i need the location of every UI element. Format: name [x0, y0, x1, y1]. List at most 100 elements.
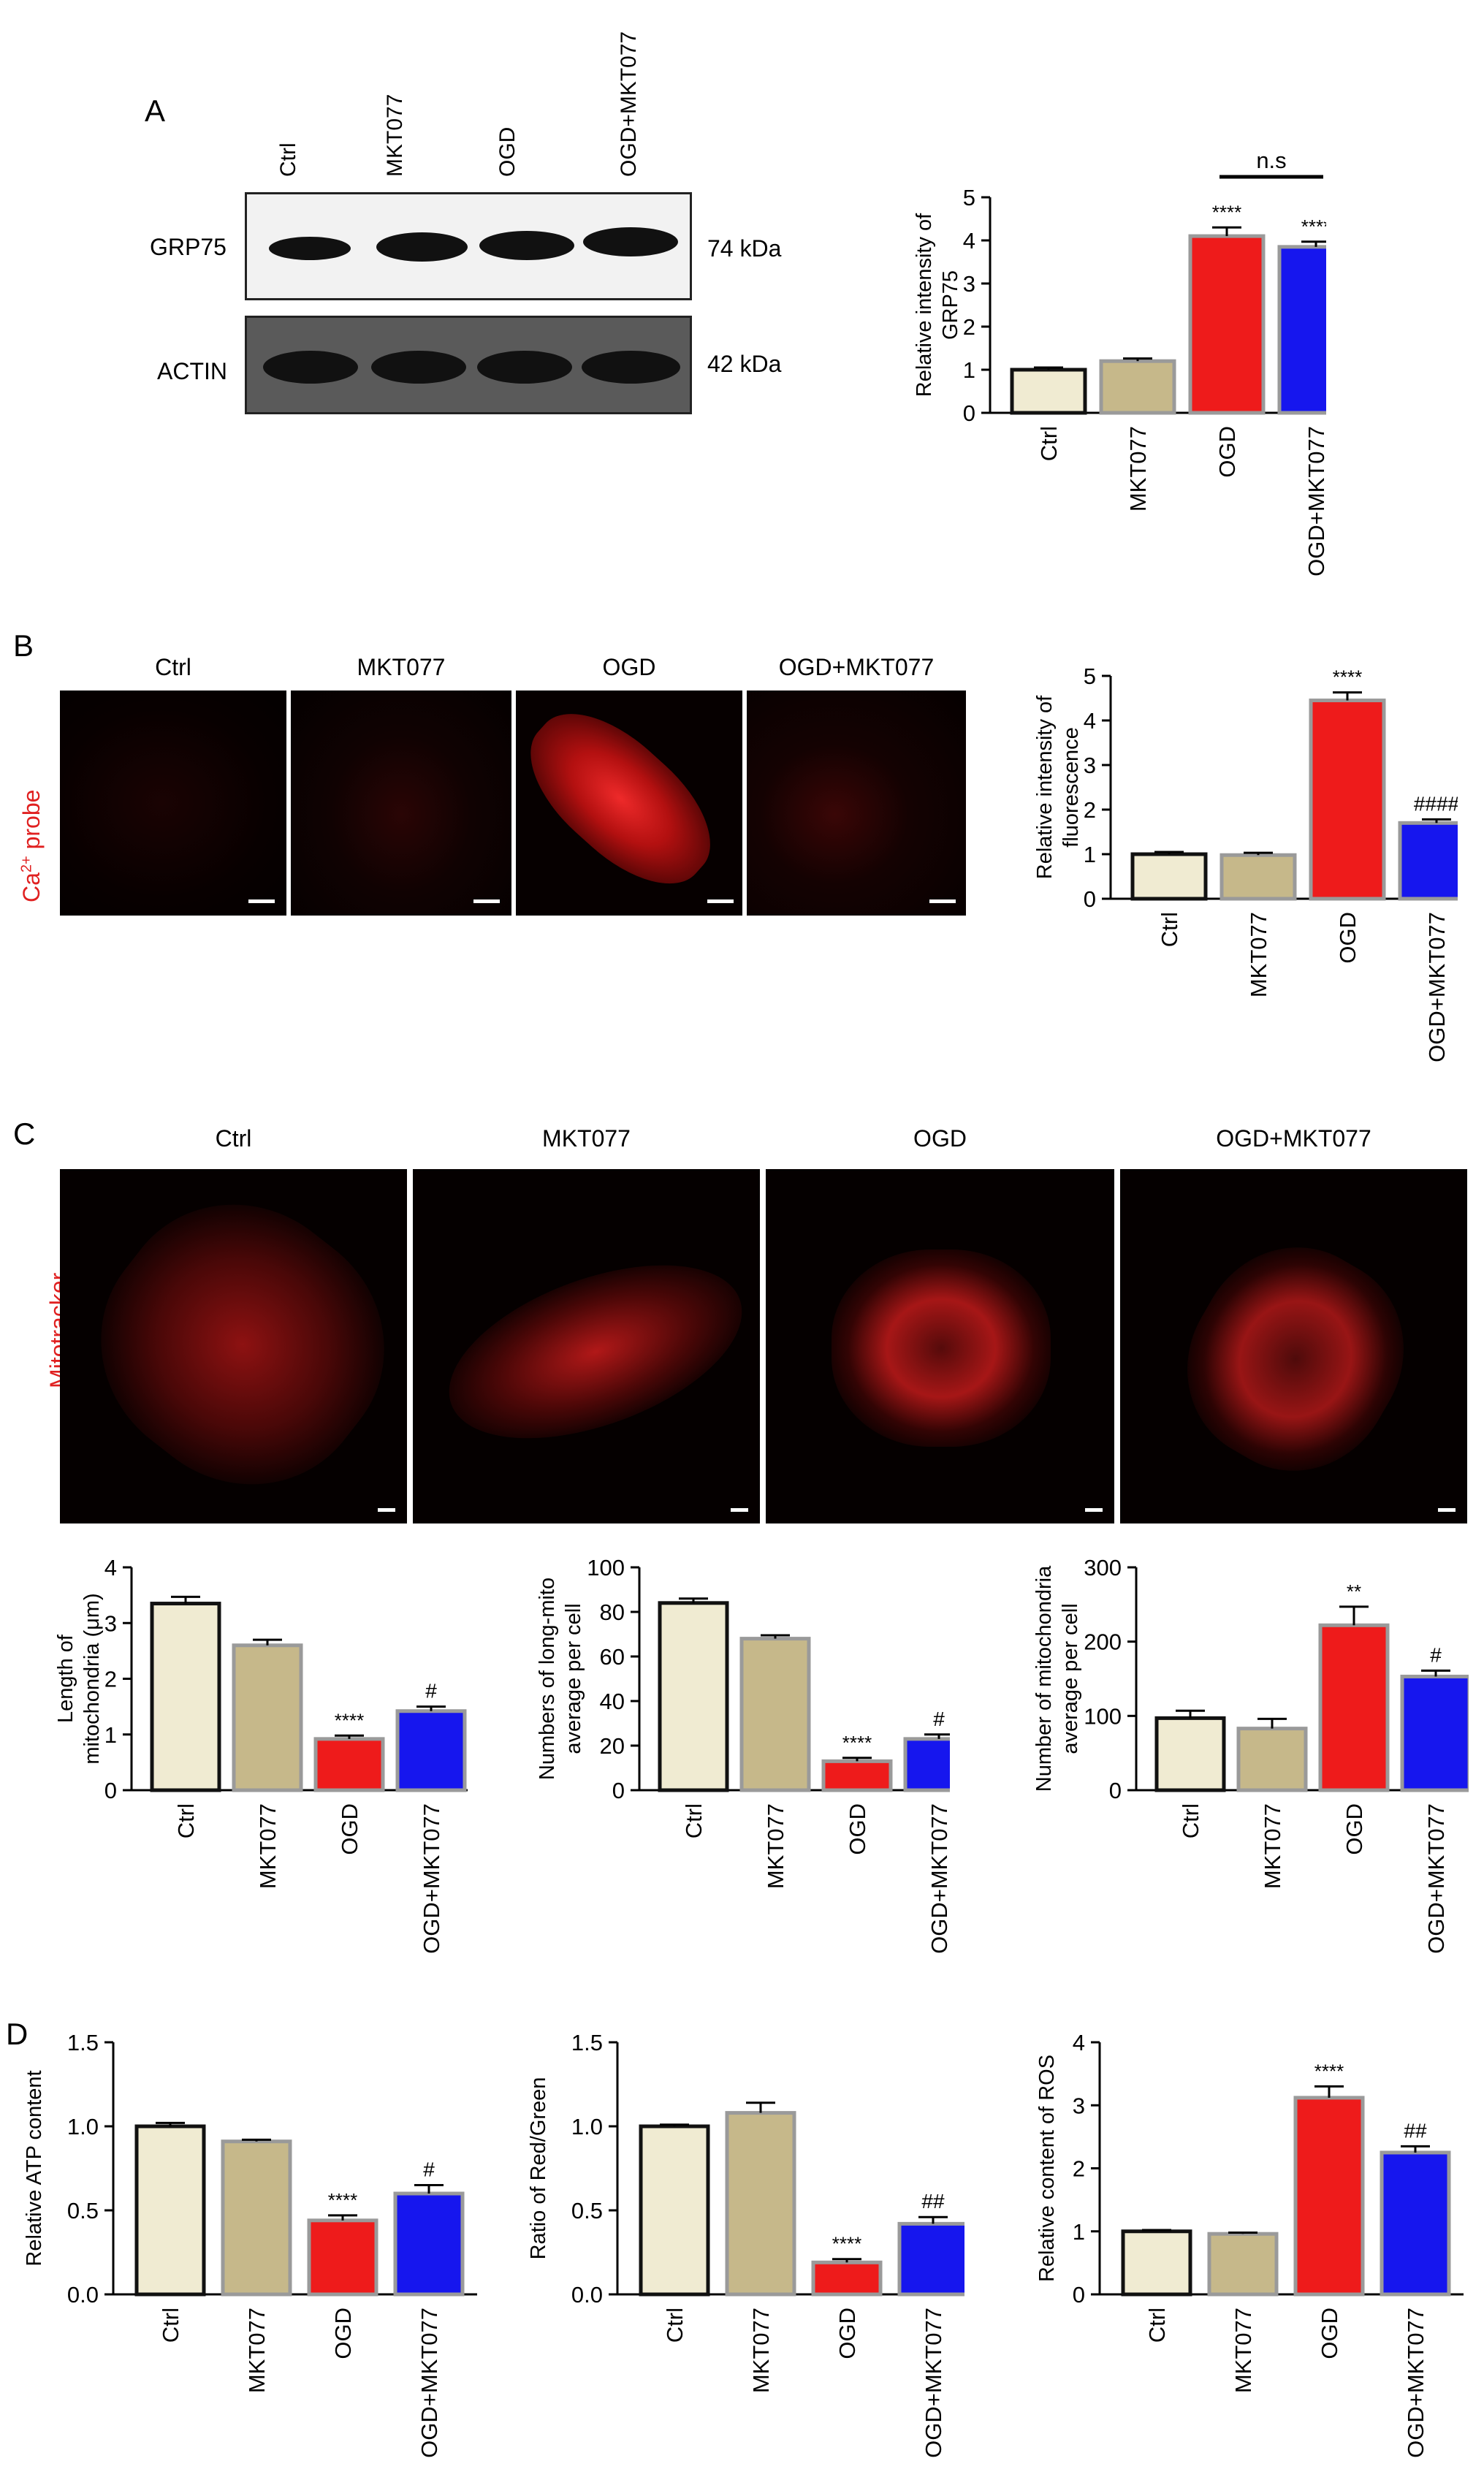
x-tick-label: Ctrl	[173, 1803, 199, 1838]
chart-ca-fluorescence: 0 1 2 3 4 5 Relative intensity of fluorescence C…	[1033, 663, 1458, 1062]
lane-label: OGD	[495, 126, 520, 177]
bar	[1380, 2150, 1451, 2297]
column-title: OGD	[602, 654, 656, 680]
y-tick-label: 3	[1084, 753, 1096, 778]
y-tick-label: 1.5	[571, 2030, 603, 2055]
y-axis-label: Relative intensity of	[1033, 695, 1057, 879]
y-tick-label: 1	[963, 357, 975, 383]
blot-band	[371, 351, 466, 384]
y-axis-label: average per cell	[562, 1603, 585, 1754]
scale-bar	[1438, 1508, 1456, 1512]
probe-side-label: Ca2+ probe	[18, 790, 45, 902]
ca-image-mkt077	[291, 691, 511, 916]
x-tick-label: OGD+MKT077	[1403, 2308, 1428, 2458]
kda-label: 74 kDa	[707, 235, 782, 262]
x-tick-label: Ctrl	[158, 2308, 183, 2343]
x-tick-label: MKT077	[748, 2308, 774, 2393]
y-tick-label: 0	[1073, 2282, 1085, 2308]
y-tick-label: 0.0	[571, 2282, 603, 2308]
y-axis-label: Ratio of Red/Green	[527, 2077, 550, 2260]
x-tick-label: OGD+MKT077	[419, 1803, 444, 1954]
bar	[658, 1601, 729, 1792]
significance-label: #	[933, 1708, 945, 1730]
probe-word: probe	[18, 789, 45, 850]
bar	[725, 2111, 796, 2297]
scale-bar	[1085, 1508, 1103, 1512]
cell-body	[60, 1169, 407, 1523]
y-tick-label: 1.0	[67, 2114, 99, 2139]
blot-label-actin: ACTIN	[157, 358, 227, 384]
x-tick-label: OGD	[845, 1803, 870, 1855]
mito-image-ogd	[766, 1169, 1114, 1523]
y-tick-label: 0	[612, 1778, 625, 1803]
x-tick-label: MKT077	[763, 1803, 788, 1889]
y-tick-label: 2	[1084, 797, 1096, 823]
blot-band	[477, 351, 572, 384]
significance-label: ****	[1314, 2060, 1344, 2082]
y-tick-label: 200	[1084, 1629, 1122, 1655]
column-title: OGD+MKT077	[1216, 1125, 1371, 1152]
y-tick-label: 100	[1084, 1703, 1122, 1729]
significance-label: #	[425, 1680, 437, 1703]
significance-label: ****	[832, 2233, 861, 2255]
y-tick-label: 2	[963, 314, 975, 340]
western-blot-grp75	[245, 192, 692, 300]
y-tick-label: 80	[600, 1599, 625, 1625]
chart-mito-number: 0 100 200 300 Number of mitochondria average …	[1032, 1555, 1469, 1954]
x-tick-label: MKT077	[1125, 426, 1151, 511]
x-tick-label: MKT077	[1260, 1803, 1285, 1889]
x-tick-label: Ctrl	[662, 2308, 688, 2343]
scale-bar	[473, 899, 500, 903]
y-tick-label: 1	[1073, 2219, 1085, 2245]
chart-red-green: 0.0 0.5 1.0 1.5 Ratio of Red/Green Ctrl MKT077…	[527, 2030, 964, 2458]
scale-bar	[378, 1508, 395, 1512]
blot-label-grp75: GRP75	[150, 234, 227, 260]
x-tick-label: OGD+MKT077	[921, 2308, 946, 2458]
y-tick-label: 1	[104, 1722, 117, 1748]
blot-band	[582, 351, 680, 384]
significance-label: ####	[1414, 792, 1458, 815]
significance-label: ##	[1404, 2119, 1427, 2142]
bar	[1293, 2096, 1365, 2297]
bar	[393, 2191, 465, 2297]
y-tick-label: 0	[963, 400, 975, 426]
y-tick-label: 0	[1084, 886, 1096, 912]
y-axis-label: average per cell	[1059, 1603, 1082, 1754]
y-tick-label: 4	[104, 1555, 117, 1580]
y-tick-label: 300	[1084, 1555, 1122, 1580]
panel-label-d: D	[6, 2017, 28, 2051]
x-tick-label: MKT077	[1230, 2308, 1256, 2393]
column-title: MKT077	[542, 1125, 631, 1152]
y-tick-label: 100	[587, 1555, 625, 1580]
significance-label: ****	[328, 2189, 357, 2211]
scale-bar	[731, 1508, 748, 1512]
bar	[1207, 2232, 1279, 2297]
x-tick-label: OGD+MKT077	[1304, 426, 1326, 577]
chart-long-mito: 0 20 40 60 80 100 Numbers of long-mito average …	[536, 1555, 950, 1954]
column-title: OGD+MKT077	[778, 654, 935, 680]
bar	[1236, 1727, 1308, 1792]
y-tick-label: 0	[104, 1778, 117, 1803]
y-tick-label: 4	[1073, 2030, 1085, 2055]
blot-band	[269, 237, 351, 260]
scale-bar	[707, 899, 734, 903]
significance-label: #	[423, 2158, 435, 2181]
bar	[1318, 1623, 1390, 1792]
y-axis-label: fluorescence	[1059, 727, 1083, 847]
y-axis-label: Relative content of ROS	[1035, 2055, 1059, 2282]
bar	[1099, 359, 1176, 415]
significance-label: ****	[1212, 201, 1241, 223]
mito-image-ogd-mkt077	[1120, 1169, 1467, 1523]
y-axis-label: Relative intensity of	[913, 213, 936, 397]
x-tick-label: OGD+MKT077	[1423, 1803, 1449, 1954]
probe-charge: 2+	[18, 856, 35, 873]
bar	[395, 1709, 467, 1792]
significance-label: **	[1347, 1580, 1361, 1602]
x-tick-label: MKT077	[1246, 912, 1271, 997]
x-tick-label: Ctrl	[1144, 2308, 1170, 2343]
y-tick-label: 2	[1073, 2156, 1085, 2182]
bar	[1309, 699, 1386, 901]
x-tick-label: OGD	[337, 1803, 362, 1855]
probe-ion: Ca	[18, 872, 45, 902]
y-tick-label: 0.0	[67, 2282, 99, 2308]
